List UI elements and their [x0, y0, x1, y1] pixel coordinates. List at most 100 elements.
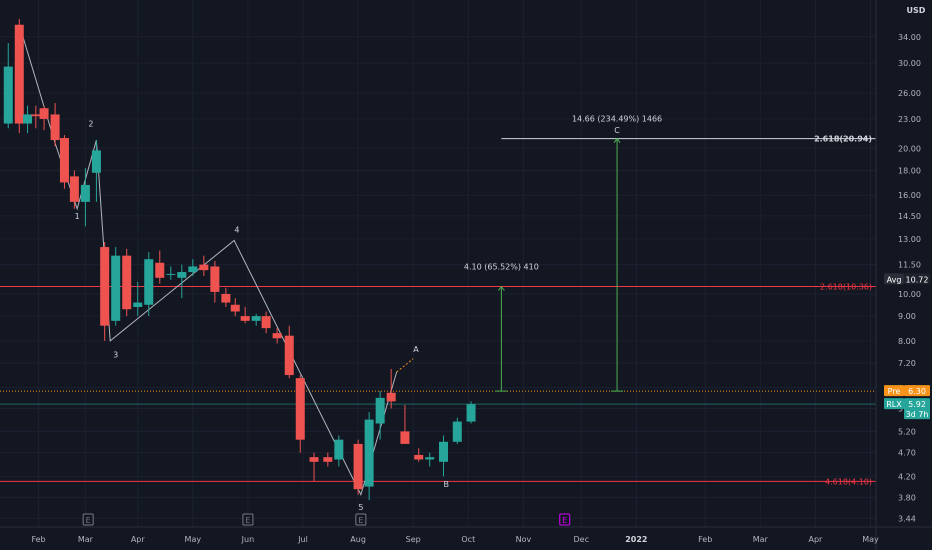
candle-body	[251, 316, 261, 321]
candle-body	[188, 266, 198, 273]
earnings-marker-label: E	[562, 516, 567, 525]
measure-small-label: 4.10 (65.52%) 410	[464, 263, 539, 272]
badge-last-tag	[884, 398, 904, 410]
y-tick-label: 20.00	[898, 144, 921, 153]
candle-body	[375, 397, 385, 424]
candle-body	[400, 431, 410, 444]
x-tick-label: Apr	[808, 535, 823, 544]
badge-pre-value-box	[904, 385, 930, 397]
candle-body	[221, 293, 231, 303]
candle-body	[144, 259, 154, 305]
candle-body	[323, 457, 333, 462]
badge-last-sub: 3d 7h	[906, 410, 929, 419]
x-tick-label: Mar	[78, 535, 94, 544]
candle-body	[199, 264, 209, 271]
fib-4618-label: 4.618(4.10)	[825, 477, 872, 486]
y-tick-label: 16.00	[898, 191, 921, 200]
candle-body	[334, 439, 344, 460]
candle-body	[309, 457, 319, 462]
currency-label[interactable]: USD	[907, 6, 926, 15]
wave-label: B	[444, 480, 450, 489]
candle-body	[425, 457, 435, 460]
wave-label: 5	[358, 503, 363, 512]
candle-body	[50, 114, 60, 141]
candle-body	[3, 66, 13, 124]
chart-grid	[0, 0, 876, 527]
y-tick-label: 10.00	[898, 290, 921, 299]
wave-label: A	[413, 345, 419, 354]
x-tick-label: Feb	[31, 535, 45, 544]
badge-pre-tag	[884, 385, 904, 397]
candle-body	[177, 272, 187, 278]
candles	[3, 18, 476, 501]
candle-body	[364, 419, 374, 487]
y-tick-label: 5.20	[898, 427, 916, 436]
badge-avg-value: 10.72	[906, 275, 929, 284]
x-tick-label: May	[862, 535, 879, 544]
measure-large-arrowhead	[613, 137, 621, 143]
earnings-marker-box	[242, 513, 254, 526]
candle-body	[14, 24, 24, 124]
candle-body	[111, 255, 121, 321]
candle-body	[166, 273, 176, 275]
wave-projection-line	[396, 358, 414, 373]
wave-path	[18, 24, 414, 496]
earnings-marker-label: E	[86, 516, 91, 525]
candle-body	[69, 176, 79, 202]
x-tick-label: Jul	[297, 535, 308, 544]
x-tick-label: Apr	[131, 535, 146, 544]
badge-last-tag-label: RLX	[886, 400, 902, 409]
y-tick-label: 4.20	[898, 472, 916, 481]
badge-avg-value-box	[904, 273, 930, 285]
candle-body	[386, 392, 396, 402]
candle-body	[23, 114, 33, 124]
candle-body	[210, 266, 220, 292]
y-tick-label: 18.00	[898, 166, 921, 175]
x-tick-label: Sep	[406, 535, 421, 544]
candle-body	[272, 333, 282, 339]
candle-body	[133, 302, 143, 307]
y-tick-label: 7.20	[898, 359, 916, 368]
badge-last-value: 5.92	[908, 400, 926, 409]
x-tick-label: Oct	[461, 535, 475, 544]
y-tick-label: 14.50	[898, 212, 921, 221]
horizontal-lines: 2.618(10.36) 4.618(4.10) 2.618(20.94)	[0, 135, 876, 486]
candle-body	[230, 304, 240, 312]
y-tick-label: 8.00	[898, 337, 916, 346]
x-tick-label: May	[185, 535, 202, 544]
wave-label: 4	[234, 225, 239, 234]
measure-large-label: 14.66 (234.49%) 1466	[572, 115, 662, 124]
y-tick-label: 11.50	[898, 261, 921, 270]
y-tick-label: 3.80	[898, 493, 916, 502]
time-axis[interactable]: Feb Mar Apr May Jun Jul Aug Sep Oct Nov Dec 2022 Feb…	[31, 535, 879, 544]
x-tick-label: 2022	[625, 535, 647, 544]
candle-body	[466, 404, 476, 422]
x-tick-label: Mar	[753, 535, 769, 544]
wave-label: 1	[75, 212, 80, 221]
candle-body	[100, 247, 110, 326]
earnings-marker-label: E	[358, 516, 363, 525]
badge-avg-tag-label: Avg	[887, 275, 902, 284]
x-tick-label: Jun	[241, 535, 255, 544]
elliott-wave-line	[18, 24, 398, 496]
wave-label: C	[614, 126, 620, 135]
wave-label: 2	[88, 120, 93, 129]
candle-body	[414, 454, 424, 460]
earnings-marker-label: E	[245, 516, 250, 525]
candle-body	[39, 108, 49, 119]
candle-body	[31, 114, 41, 117]
wave-labels: 1 2 3 4 5 A B C	[75, 120, 621, 512]
measure-arrows: 4.10 (65.52%) 410 14.66 (234.49%) 1466	[464, 115, 662, 392]
candle-body	[91, 150, 101, 173]
candle-body	[155, 262, 165, 278]
wave-label: 3	[113, 350, 118, 359]
candle-body	[261, 316, 271, 329]
x-tick-label: Nov	[516, 535, 532, 544]
candle-body	[240, 316, 250, 321]
y-tick-label: 23.00	[898, 115, 921, 124]
candle-body	[122, 255, 132, 310]
x-tick-label: Feb	[698, 535, 712, 544]
